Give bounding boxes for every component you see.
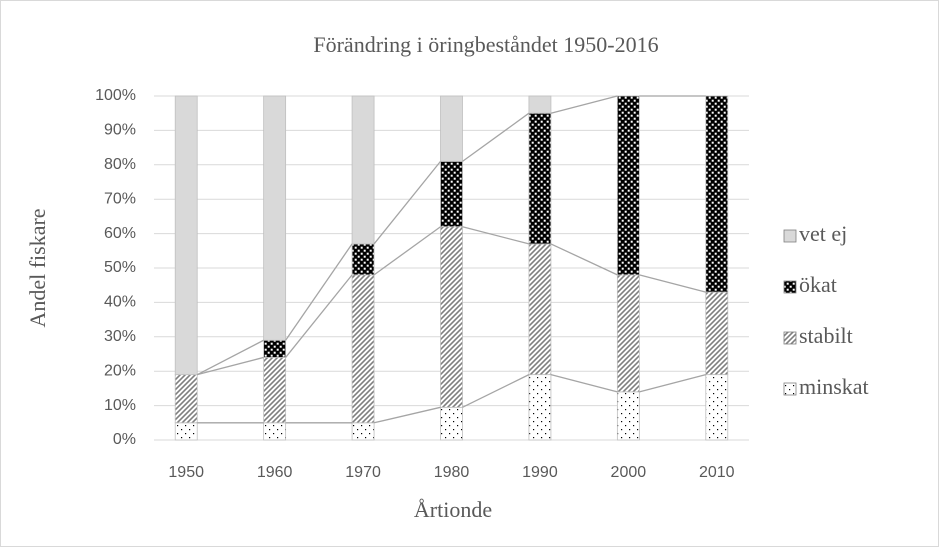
y-tick-label: 60% [104, 225, 136, 242]
series-line [285, 243, 353, 341]
series-line [196, 339, 264, 376]
bar-segment [263, 357, 287, 424]
y-tick-label: 10% [104, 397, 136, 414]
x-axis-label: Årtionde [414, 497, 492, 522]
bar-segment [616, 95, 640, 276]
bar-segment [528, 243, 552, 376]
bar-segment [351, 422, 375, 441]
legend-swatch [783, 382, 797, 396]
x-tick-label: 1960 [257, 464, 293, 481]
x-tick-label: 1980 [434, 464, 470, 481]
bar-segment [263, 95, 287, 341]
series-line [639, 374, 706, 393]
y-tick-label: 100% [95, 87, 136, 104]
bar-segment [528, 112, 552, 245]
bar-segment [705, 95, 729, 293]
bar-segment [528, 374, 552, 441]
bar-segment [174, 422, 198, 441]
y-axis-label: Andel fiskare [25, 208, 50, 327]
y-tick-label: 20% [104, 362, 136, 379]
legend-swatch [783, 331, 797, 345]
series-line [550, 95, 618, 114]
chart-title: Förändring i öringbeståndet 1950-2016 [313, 32, 658, 57]
bar-segment [705, 291, 729, 376]
y-tick-label: 40% [104, 294, 136, 311]
x-tick-label: 2010 [699, 464, 735, 481]
legend-label: stabilt [799, 323, 853, 348]
legend-label: ökat [799, 272, 837, 297]
series-line [373, 226, 441, 276]
series-line [373, 406, 441, 424]
bar-segment [705, 374, 729, 441]
legend-label: minskat [799, 374, 869, 399]
bar-segment [174, 95, 198, 376]
x-tick-label: 1970 [345, 464, 381, 481]
y-tick-label: 50% [104, 259, 136, 276]
series-line [462, 112, 530, 162]
y-tick-label: 80% [104, 156, 136, 173]
bar-segment [440, 95, 463, 162]
y-tick-label: 90% [104, 122, 136, 139]
bar-segment [616, 391, 640, 441]
x-tick-label: 1990 [522, 464, 558, 481]
series-line [462, 374, 530, 408]
legend-label: vet ej [799, 221, 847, 246]
x-tick-label: 1950 [168, 464, 204, 481]
x-tick-label: 2000 [611, 464, 647, 481]
series-line [550, 243, 618, 276]
series-line [197, 356, 264, 376]
bar-segment [351, 274, 375, 424]
bar-segment [174, 374, 198, 424]
bar-segment [616, 274, 640, 393]
series-line [373, 160, 442, 245]
y-tick-label: 70% [104, 190, 136, 207]
series-line [462, 226, 530, 245]
legend-swatch [783, 229, 797, 243]
series-line [550, 374, 618, 393]
bar-segment [351, 243, 375, 276]
bar-segment [263, 339, 287, 358]
bar-segment [263, 422, 287, 441]
bar-segment [528, 95, 552, 114]
bar-segment [351, 95, 375, 245]
y-tick-label: 0% [113, 431, 136, 448]
bar-segment [440, 226, 463, 408]
y-tick-label: 30% [104, 328, 136, 345]
series-line [639, 274, 706, 293]
series-line [285, 274, 353, 358]
legend-swatch [783, 280, 797, 294]
bar-segment [440, 160, 463, 228]
bar-segment [440, 406, 463, 441]
